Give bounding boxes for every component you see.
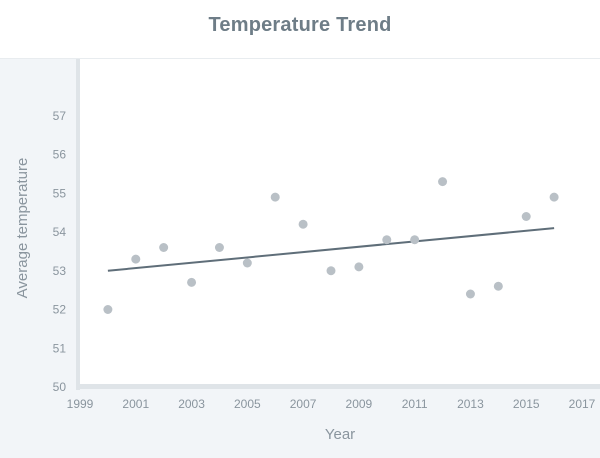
trendline bbox=[107, 227, 555, 272]
y-tick-label: 50 bbox=[53, 380, 67, 394]
data-point bbox=[354, 262, 364, 272]
y-tick-label: 51 bbox=[53, 341, 67, 355]
x-tick-labels: 1999 2001 2003 2005 2007 2009 2011 2013 2015 2017 bbox=[67, 397, 596, 411]
y-tick-label: 53 bbox=[53, 264, 67, 278]
data-point bbox=[521, 212, 531, 221]
data-point bbox=[465, 289, 475, 299]
plot-background bbox=[80, 59, 600, 386]
x-tick-label: 2001 bbox=[122, 397, 149, 411]
x-tick-label: 1999 bbox=[67, 397, 94, 411]
x-tick-label: 2009 bbox=[346, 397, 373, 411]
data-point bbox=[549, 192, 559, 202]
y-tick-label: 55 bbox=[53, 186, 67, 200]
y-tick-label: 54 bbox=[53, 225, 67, 239]
x-tick-label: 2017 bbox=[569, 397, 596, 411]
data-points bbox=[103, 177, 559, 314]
y-tick-label: 52 bbox=[53, 303, 67, 317]
x-tick-label: 2005 bbox=[234, 397, 261, 411]
data-point bbox=[131, 254, 141, 264]
y-axis-title: Average temperature bbox=[14, 158, 31, 299]
data-point bbox=[214, 243, 224, 252]
x-tick-label: 2007 bbox=[290, 397, 317, 411]
y-tick-label: 57 bbox=[53, 109, 67, 123]
chart-title: Temperature Trend bbox=[208, 14, 392, 36]
data-point bbox=[242, 258, 252, 268]
x-axis-title: Year bbox=[325, 426, 355, 443]
title-bar: Temperature Trend bbox=[0, 0, 600, 59]
x-tick-label: 2003 bbox=[178, 397, 205, 411]
data-point bbox=[103, 305, 113, 314]
y-tick-label: 56 bbox=[53, 148, 67, 162]
data-point bbox=[410, 235, 420, 245]
x-tick-label: 2011 bbox=[402, 397, 428, 411]
data-point bbox=[270, 192, 280, 202]
data-point bbox=[159, 243, 169, 252]
data-point bbox=[326, 266, 336, 276]
y-tick-labels: 50 51 52 53 54 55 56 57 bbox=[53, 109, 67, 394]
x-axis-line bbox=[76, 384, 600, 389]
x-tick-label: 2013 bbox=[457, 397, 484, 411]
plot-area bbox=[76, 59, 600, 390]
y-axis-line bbox=[76, 59, 80, 390]
data-point bbox=[187, 277, 197, 287]
data-point bbox=[298, 219, 308, 229]
data-point bbox=[493, 281, 503, 291]
data-point bbox=[382, 235, 392, 245]
data-point bbox=[438, 177, 448, 187]
x-tick-label: 2015 bbox=[513, 397, 540, 411]
